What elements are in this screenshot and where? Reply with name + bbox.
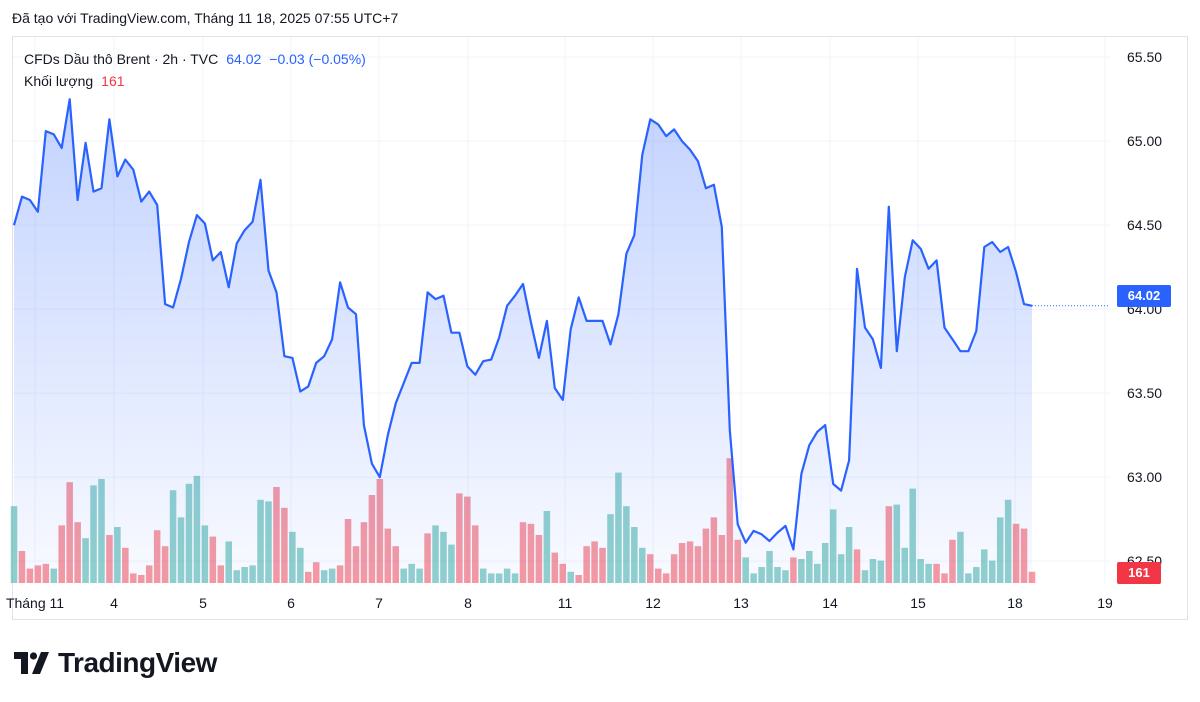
tradingview-logo[interactable]: TradingView [14,647,217,678]
x-tick-label: 19 [1097,595,1113,611]
legend-volume-value: 161 [101,73,125,89]
y-tick-label: 65.00 [1127,133,1162,149]
x-tick-label: 12 [645,595,661,611]
x-tick-label: 18 [1007,595,1023,611]
x-tick-label: 13 [733,595,749,611]
x-tick-label: 4 [110,595,118,611]
chart-frame[interactable] [12,36,1188,620]
price-line [12,98,1033,551]
legend-price-row: CFDs Dầu thô Brent · 2h · TVC 64.02 −0.03 … [24,48,366,70]
tradingview-logo-text: TradingView [58,647,217,678]
y-tick-label: 63.00 [1127,469,1162,485]
x-tick-label: 14 [822,595,838,611]
price-area-fill [14,99,1032,583]
last-price-tag: 64.02 [1117,285,1171,307]
y-tick-label: 64.50 [1127,217,1162,233]
legend-symbol[interactable]: CFDs Dầu thô Brent · 2h · TVC [24,51,219,67]
legend-last-price: 64.02 [226,51,262,67]
last-volume-tag: 161 [1117,562,1161,584]
x-tick-label: 5 [199,595,207,611]
price-area [12,98,1110,583]
x-tick-label: 7 [375,595,383,611]
y-tick-label: 65.50 [1127,49,1162,65]
legend-volume-row: Khối lượng 161 [24,70,366,92]
x-tick-label: Tháng 11 [6,595,64,611]
x-tick-label: 6 [287,595,295,611]
legend-volume-label[interactable]: Khối lượng [24,73,94,89]
axes: 65.5065.0064.5064.0063.5063.0062.50Tháng… [6,49,1162,611]
x-tick-label: 11 [558,595,573,611]
chart-caption: Đã tạo với TradingView.com, Tháng 11 18,… [12,10,399,26]
chart-legend: CFDs Dầu thô Brent · 2h · TVC 64.02 −0.03 … [24,48,366,92]
y-tick-label: 63.50 [1127,385,1162,401]
x-tick-label: 8 [464,595,472,611]
x-tick-label: 15 [910,595,926,611]
tradingview-logo-icon [14,652,49,674]
legend-change: −0.03 (−0.05%) [269,51,366,67]
